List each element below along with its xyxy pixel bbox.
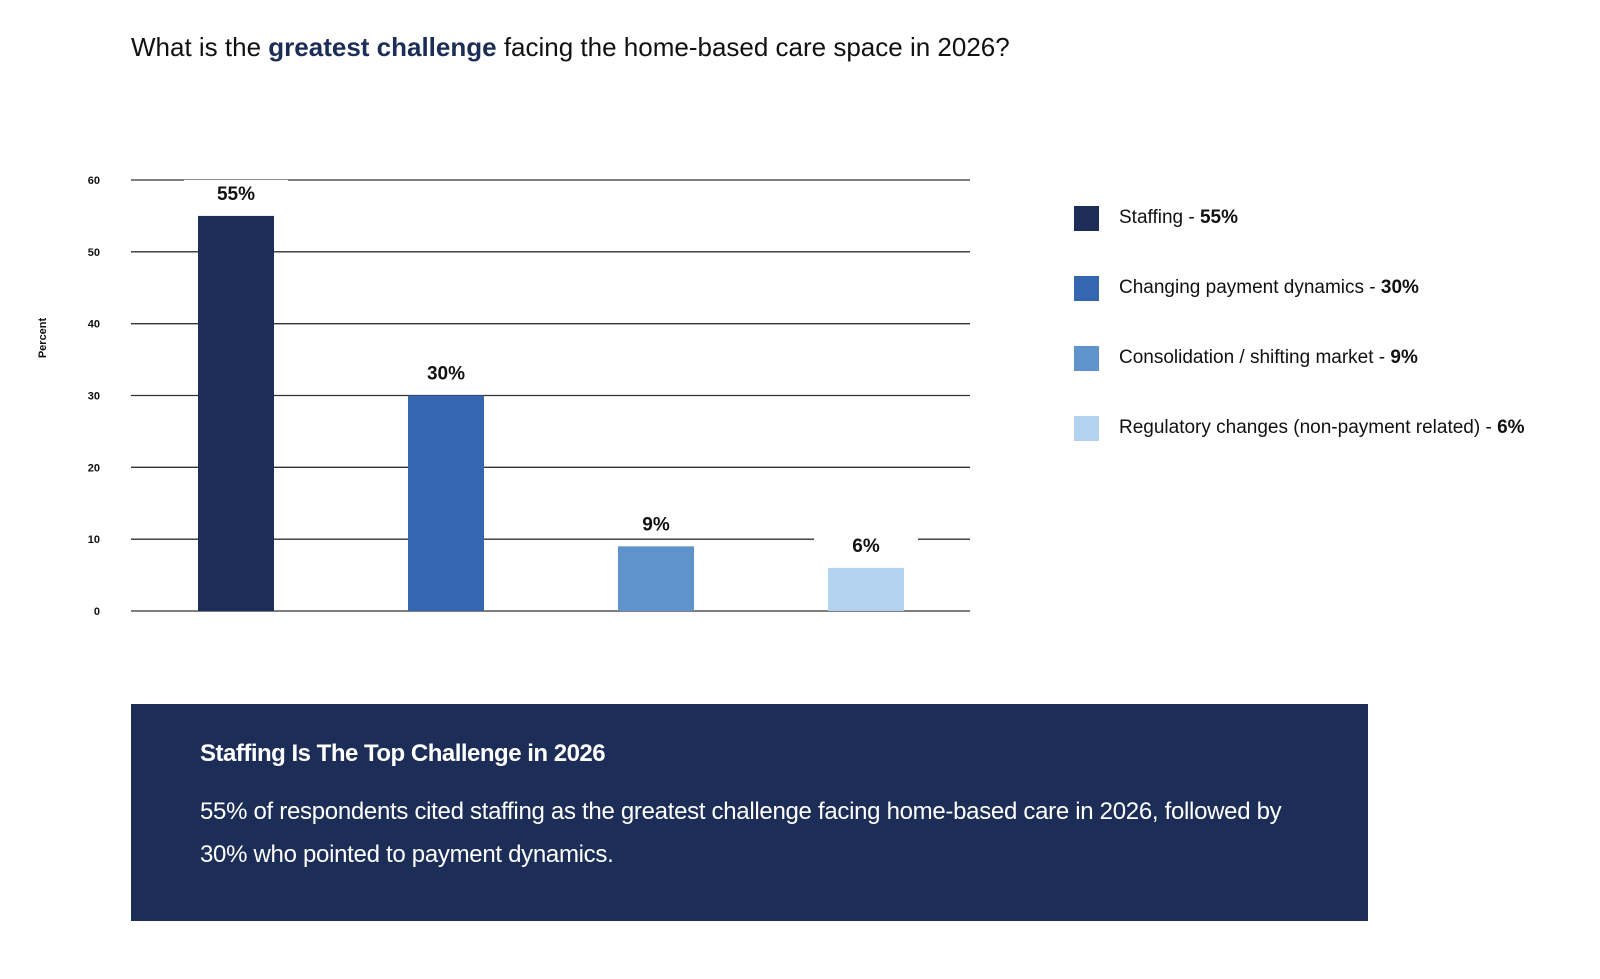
legend-item-regulatory: Regulatory changes (non-payment related)… [1074,393,1525,463]
legend-label: Changing payment dynamics - [1119,277,1381,298]
summary-body: 55% of respondents cited staffing as the… [200,798,1282,868]
bar-1 [198,215,274,611]
legend-label: Consolidation / shifting market - [1119,347,1391,368]
y-axis-label: Percent [37,317,49,358]
legend-label: Staffing - [1119,207,1200,228]
chart-title: What is the greatest challenge facing th… [131,32,1010,63]
data-label: 9% [642,514,670,535]
y-tick-label: 60 [88,175,100,187]
bar-chart: 0 10 20 30 40 50 60 Percent 55% 30% 9% 6% [37,175,970,618]
bar-2 [408,395,484,611]
data-label-bg [184,179,288,206]
data-label-bg [604,510,708,537]
legend-item-payment: Changing payment dynamics - 30% [1074,253,1525,323]
title-highlight: greatest challenge [268,32,497,62]
data-label: 6% [852,536,880,557]
y-tick-label: 20 [88,462,100,474]
y-tick-label: 10 [88,534,100,546]
data-label-bg [814,531,918,558]
data-label: 55% [217,184,255,205]
title-prefix: What is the [131,32,269,62]
y-tick-label: 0 [94,606,100,618]
legend-item-staffing: Staffing - 55% [1074,183,1525,253]
legend-value: 6% [1497,417,1525,438]
y-tick-label: 50 [88,247,100,259]
data-label-bg [394,359,498,386]
legend-label: Regulatory changes (non-payment related)… [1119,417,1498,438]
bar-3 [618,546,694,611]
summary-heading: Staffing Is The Top Challenge in 2026 [200,740,606,767]
legend-swatch [1074,345,1099,371]
y-tick-label: 40 [88,319,100,331]
title-suffix: facing the home-based care space in 2026… [496,32,1010,62]
summary-box: Staffing Is The Top Challenge in 2026 55… [131,704,1368,921]
y-tick-label: 30 [88,391,100,403]
legend-value: 55% [1199,207,1239,228]
data-label: 30% [427,364,465,385]
legend-swatch [1074,275,1099,301]
legend-value: 9% [1390,347,1418,368]
legend-swatch [1074,205,1099,231]
legend-item-consolidation: Consolidation / shifting market - 9% [1074,323,1525,393]
legend: Staffing - 55% Changing payment dynamics… [1074,183,1525,463]
legend-swatch [1074,415,1099,441]
legend-value: 30% [1380,277,1419,298]
bar-4 [828,567,904,611]
